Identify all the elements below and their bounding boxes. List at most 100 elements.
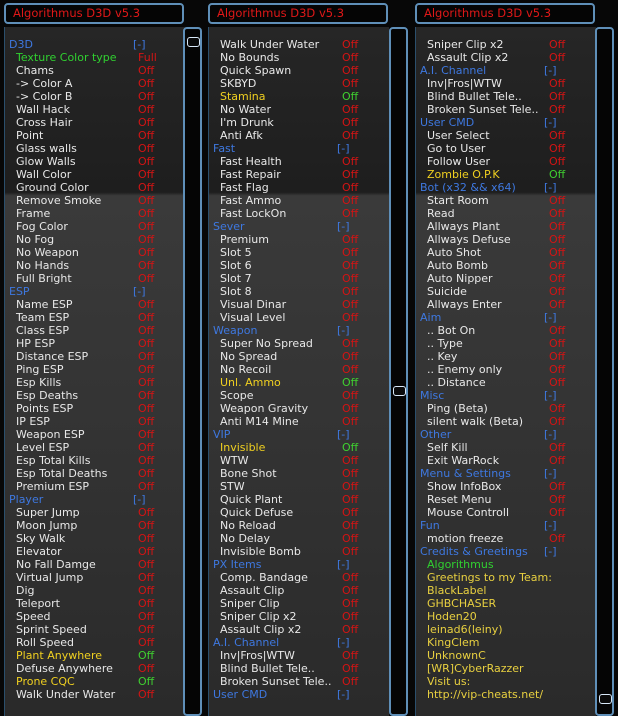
menu-item-value[interactable]: Off bbox=[549, 168, 566, 181]
menu-item-value[interactable]: Off bbox=[342, 506, 359, 519]
menu-item[interactable]: Allways Defuse Off bbox=[416, 233, 596, 246]
menu-item-value[interactable]: Off bbox=[342, 532, 359, 545]
menu-item[interactable]: No Weapon Off bbox=[5, 246, 185, 259]
menu-item[interactable]: Greetings to my Team: bbox=[416, 571, 596, 584]
menu-item-value[interactable]: Off bbox=[342, 51, 359, 64]
menu-item[interactable]: Reset Menu Off bbox=[416, 493, 596, 506]
menu-item[interactable]: STW Off bbox=[209, 480, 389, 493]
menu-item-value[interactable]: Off bbox=[342, 480, 359, 493]
section-toggle[interactable]: [-] bbox=[337, 220, 350, 233]
menu-item[interactable]: No Recoil Off bbox=[209, 363, 389, 376]
menu-item-value[interactable]: Off bbox=[549, 272, 566, 285]
menu-item[interactable]: Walk Under Water Off bbox=[209, 38, 389, 51]
menu-item[interactable]: Sky Walk Off bbox=[5, 532, 185, 545]
menu-item[interactable]: Hoden20 bbox=[416, 610, 596, 623]
menu-item-value[interactable]: Off bbox=[342, 194, 359, 207]
menu-item[interactable]: KingClem bbox=[416, 636, 596, 649]
menu-section-header[interactable]: A.I. Channel [-] bbox=[416, 64, 596, 77]
menu-item-value[interactable]: Off bbox=[342, 519, 359, 532]
section-toggle[interactable]: [-] bbox=[544, 311, 557, 324]
menu-item-value[interactable]: Off bbox=[342, 116, 359, 129]
menu-item-value[interactable]: Off bbox=[342, 298, 359, 311]
menu-item[interactable]: No Delay Off bbox=[209, 532, 389, 545]
menu-item-value[interactable]: Off bbox=[342, 103, 359, 116]
menu-item-value[interactable]: Off bbox=[138, 77, 155, 90]
menu-item[interactable]: Walk Under Water Off bbox=[5, 688, 185, 701]
section-toggle[interactable]: [-] bbox=[337, 636, 350, 649]
menu-item-value[interactable]: Off bbox=[138, 376, 155, 389]
menu-item[interactable]: .. Type Off bbox=[416, 337, 596, 350]
menu-item-value[interactable]: Off bbox=[342, 337, 359, 350]
section-toggle[interactable]: [-] bbox=[544, 428, 557, 441]
menu-item[interactable]: Quick Spawn Off bbox=[209, 64, 389, 77]
menu-item-value[interactable]: Off bbox=[549, 285, 566, 298]
menu-item-value[interactable]: Off bbox=[342, 285, 359, 298]
menu-item[interactable]: SKBYD Off bbox=[209, 77, 389, 90]
menu-item[interactable]: Assault Clip x2 Off bbox=[209, 623, 389, 636]
menu-item-value[interactable]: Off bbox=[342, 623, 359, 636]
menu-section-header[interactable]: Fast [-] bbox=[209, 142, 389, 155]
menu-item[interactable]: Defuse Anywhere Off bbox=[5, 662, 185, 675]
menu-item[interactable]: Weapon Gravity Off bbox=[209, 402, 389, 415]
menu-item-value[interactable]: Off bbox=[342, 38, 359, 51]
menu-item-value[interactable]: Off bbox=[342, 571, 359, 584]
menu-item[interactable]: BlackLabel bbox=[416, 584, 596, 597]
menu-item[interactable]: Fast Repair Off bbox=[209, 168, 389, 181]
menu-item[interactable]: Allways Plant Off bbox=[416, 220, 596, 233]
menu-item-value[interactable]: Off bbox=[138, 194, 155, 207]
menu-item[interactable]: Slot 5 Off bbox=[209, 246, 389, 259]
menu-item[interactable]: Bone Shot Off bbox=[209, 467, 389, 480]
menu-item[interactable]: Frame Off bbox=[5, 207, 185, 220]
menu-item[interactable]: Mouse Controll Off bbox=[416, 506, 596, 519]
menu-item[interactable]: Points ESP Off bbox=[5, 402, 185, 415]
menu-item-value[interactable]: Off bbox=[138, 324, 155, 337]
menu-item-value[interactable]: Off bbox=[342, 649, 359, 662]
section-toggle[interactable]: [-] bbox=[544, 467, 557, 480]
menu-item-value[interactable]: Off bbox=[549, 246, 566, 259]
menu-item[interactable]: Visual Dinar Off bbox=[209, 298, 389, 311]
menu-item[interactable]: Texture Color type Full bbox=[5, 51, 185, 64]
menu-item[interactable]: Level ESP Off bbox=[5, 441, 185, 454]
menu-section-header[interactable]: User CMD [-] bbox=[209, 688, 389, 701]
menu-section-header[interactable]: Player [-] bbox=[5, 493, 185, 506]
menu-item[interactable]: Anti M14 Mine Off bbox=[209, 415, 389, 428]
menu-item-value[interactable]: Off bbox=[549, 233, 566, 246]
menu-item-value[interactable]: Off bbox=[138, 415, 155, 428]
menu-item-value[interactable]: Off bbox=[138, 623, 155, 636]
menu-item[interactable]: Exit WarRock Off bbox=[416, 454, 596, 467]
menu-section-header[interactable]: Fun [-] bbox=[416, 519, 596, 532]
menu-item[interactable]: Invisible Off bbox=[209, 441, 389, 454]
menu-item[interactable]: HP ESP Off bbox=[5, 337, 185, 350]
menu-item[interactable]: No Bounds Off bbox=[209, 51, 389, 64]
menu-item[interactable]: Broken Sunset Tele.. Off bbox=[209, 675, 389, 688]
menu-item-value[interactable]: Off bbox=[342, 662, 359, 675]
menu-item-value[interactable]: Off bbox=[138, 233, 155, 246]
menu-item-value[interactable]: Off bbox=[342, 363, 359, 376]
menu-item-value[interactable]: Off bbox=[138, 610, 155, 623]
menu-item-value[interactable]: Off bbox=[549, 532, 566, 545]
menu-item[interactable]: Slot 8 Off bbox=[209, 285, 389, 298]
menu-item[interactable]: Start Room Off bbox=[416, 194, 596, 207]
menu-item[interactable]: Sniper Clip x2 Off bbox=[416, 38, 596, 51]
section-toggle[interactable]: [-] bbox=[544, 116, 557, 129]
menu-item[interactable]: Speed Off bbox=[5, 610, 185, 623]
menu-item[interactable]: No Fog Off bbox=[5, 233, 185, 246]
menu-item-value[interactable]: Off bbox=[138, 155, 155, 168]
menu-item-value[interactable]: Off bbox=[138, 168, 155, 181]
menu-item[interactable]: Glass walls Off bbox=[5, 142, 185, 155]
section-toggle[interactable]: [-] bbox=[133, 285, 146, 298]
menu-item[interactable]: Auto Shot Off bbox=[416, 246, 596, 259]
menu-item-value[interactable]: Off bbox=[342, 389, 359, 402]
menu-item-value[interactable]: Off bbox=[138, 584, 155, 597]
menu-item-value[interactable]: Off bbox=[138, 129, 155, 142]
menu-section-header[interactable]: D3D [-] bbox=[5, 38, 185, 51]
menu-item[interactable]: Self Kill Off bbox=[416, 441, 596, 454]
menu-item[interactable]: Wall Color Off bbox=[5, 168, 185, 181]
menu-item-value[interactable]: Off bbox=[342, 402, 359, 415]
menu-item-value[interactable]: Full bbox=[138, 51, 157, 64]
menu-item-value[interactable]: Off bbox=[138, 480, 155, 493]
menu-item[interactable]: Ground Color Off bbox=[5, 181, 185, 194]
menu-item[interactable]: Wall Hack Off bbox=[5, 103, 185, 116]
menu-item[interactable]: Esp Total Deaths Off bbox=[5, 467, 185, 480]
menu-item[interactable]: Broken Sunset Tele.. Off bbox=[416, 103, 596, 116]
